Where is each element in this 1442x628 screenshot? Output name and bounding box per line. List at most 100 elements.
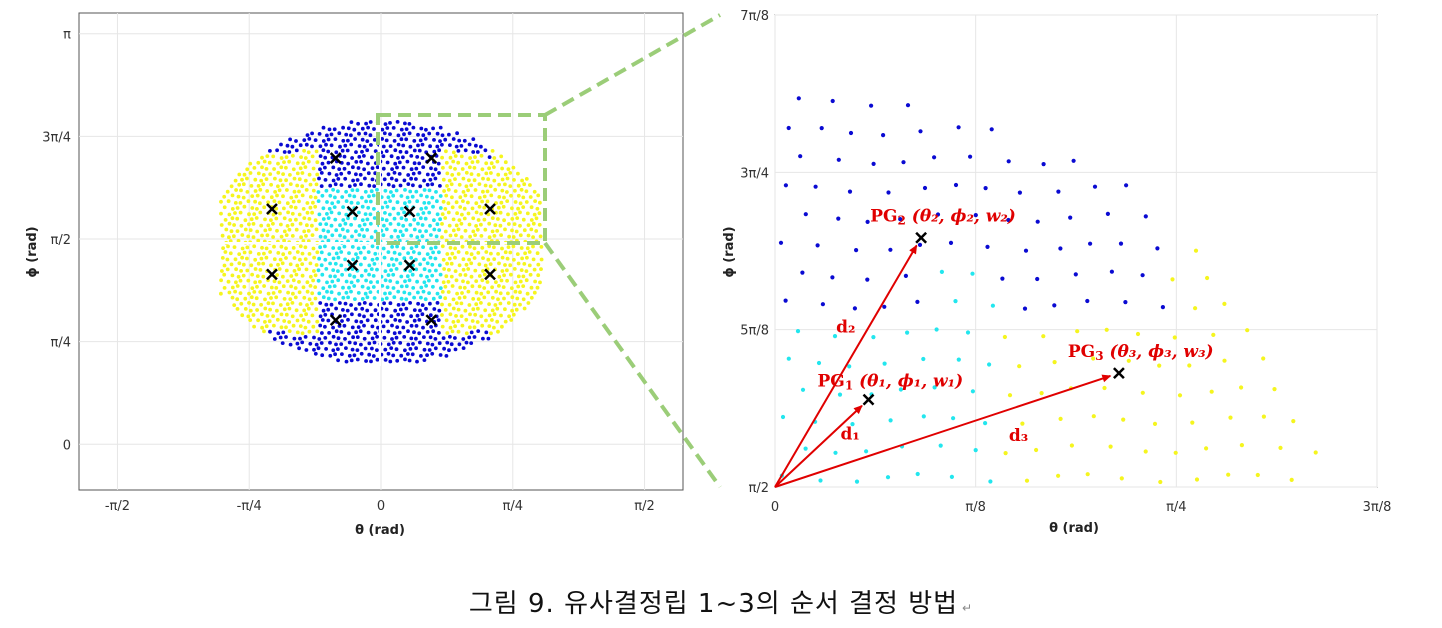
left-point [497,261,501,266]
right-point [847,189,853,194]
left-point [412,330,416,335]
left-point [384,227,389,232]
left-point [460,244,465,249]
left-point [287,320,292,324]
left-point [226,199,231,204]
left-point [292,256,297,260]
left-point [470,284,475,289]
left-point [356,121,360,126]
left-point [311,324,316,329]
left-point [482,272,487,277]
left-point [447,223,452,228]
left-point [419,126,424,131]
left-point [307,217,312,221]
left-point [255,229,260,234]
left-point [266,301,271,306]
left-point [313,296,318,301]
left-point [539,267,543,271]
left-point [320,318,325,322]
left-point [457,218,462,223]
left-point [412,217,417,222]
left-point [469,341,474,345]
left-point [347,340,352,345]
left-point [263,306,268,311]
left-point [274,206,279,211]
left-point [272,323,276,328]
left-point [305,210,310,215]
left-point [276,184,280,189]
left-point [276,331,281,336]
left-point [512,267,517,271]
left-point [288,342,293,347]
left-point [282,319,287,323]
left-point [279,165,284,170]
left-point [333,297,337,302]
left-point [515,216,520,221]
left-point [310,144,314,149]
left-point [494,201,498,205]
left-point [450,251,455,256]
left-point [390,167,394,172]
left-point [503,250,508,255]
left-point [354,330,358,335]
left-point [281,274,285,279]
left-point [278,289,282,294]
right-point [1024,478,1030,483]
left-point [487,324,492,328]
left-point [418,138,423,143]
left-point [248,171,253,175]
left-point [240,313,245,318]
left-point [529,285,534,290]
left-point [388,199,392,204]
left-point [319,263,324,268]
left-point [243,218,248,223]
zoom-connector-bottom [543,241,722,489]
left-point [392,139,397,143]
left-point [416,221,420,226]
left-point [288,182,293,187]
left-point [311,200,315,205]
left-point [492,234,497,238]
left-point [250,206,255,210]
left-point [432,307,437,311]
left-point [420,156,425,160]
left-point [431,172,435,177]
left-point [390,257,394,261]
left-point [385,160,390,165]
left-point [456,329,461,334]
right-point [871,335,876,340]
left-point [253,267,258,271]
left-point [235,229,240,234]
left-point [349,289,353,294]
left-point [503,182,507,187]
left-point [314,149,319,154]
left-point [388,301,393,306]
left-point [243,227,248,232]
left-point [461,190,466,194]
left-point [472,165,477,170]
left-point [372,216,377,220]
left-point [343,301,348,306]
left-point [474,290,479,295]
right-point [901,160,906,165]
left-point [343,337,347,341]
left-point [342,314,347,318]
left-point [500,255,505,260]
right-point [1239,443,1244,448]
left-point [236,239,241,243]
left-point [360,284,365,289]
left-point [381,313,386,318]
left-point [380,284,385,288]
left-point [510,217,515,221]
left-point [237,182,242,187]
left-point [440,133,445,138]
left-point [422,335,426,339]
right-point [1071,158,1076,163]
left-point [318,154,323,159]
left-point [321,125,326,130]
left-point [351,257,355,262]
left-point [259,256,264,261]
left-point [331,165,336,170]
left-point [321,139,326,143]
left-point [473,268,478,273]
